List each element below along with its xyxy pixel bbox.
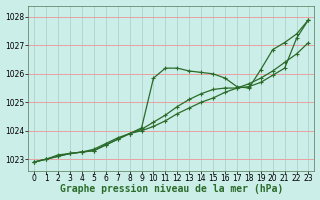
X-axis label: Graphe pression niveau de la mer (hPa): Graphe pression niveau de la mer (hPa)	[60, 184, 283, 194]
